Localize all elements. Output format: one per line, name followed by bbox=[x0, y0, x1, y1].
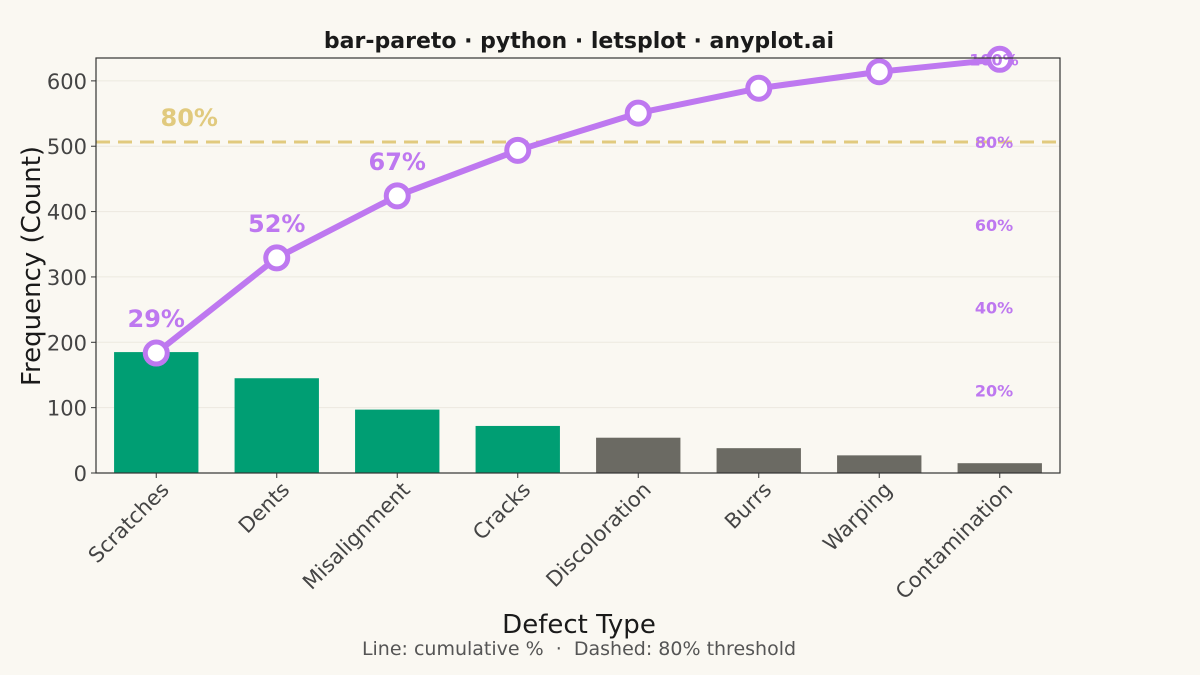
chart-caption: Line: cumulative % · Dashed: 80% thresho… bbox=[362, 638, 796, 660]
cumulative-labels-group: 29% 52% 67% bbox=[128, 148, 426, 333]
secondary-axis-label: 80% bbox=[975, 133, 1013, 152]
bars-group bbox=[114, 352, 1042, 473]
secondary-axis-label: 40% bbox=[975, 299, 1013, 318]
chart-title: bar-pareto · python · letsplot · anyplot… bbox=[324, 29, 834, 54]
cumulative-point bbox=[263, 244, 291, 272]
secondary-axis-label: 100% bbox=[969, 50, 1018, 69]
secondary-axis-label: 60% bbox=[975, 216, 1013, 235]
y-axis-label: Frequency (Count) bbox=[17, 146, 47, 386]
cumulative-point bbox=[745, 74, 773, 102]
cumulative-point bbox=[624, 99, 652, 127]
threshold-label: 80% bbox=[161, 104, 218, 132]
y-tick-label: 100 bbox=[47, 397, 87, 421]
cumulative-line bbox=[153, 56, 1003, 357]
y-tick-label: 300 bbox=[47, 266, 87, 290]
cumulative-line-group bbox=[142, 45, 1014, 367]
bar-burrs bbox=[716, 448, 801, 473]
y-axis-ticks: 0 100 200 300 400 500 600 bbox=[47, 70, 96, 486]
y-tick-label: 400 bbox=[47, 201, 87, 225]
cumulative-point bbox=[504, 136, 532, 164]
y-tick-label: 200 bbox=[47, 331, 87, 355]
threshold-group: 80% bbox=[96, 104, 1060, 144]
cumulative-label: 52% bbox=[248, 210, 305, 238]
cumulative-label: 29% bbox=[128, 305, 185, 333]
x-axis-label: Defect Type bbox=[502, 610, 656, 640]
secondary-axis-label: 20% bbox=[975, 381, 1013, 400]
y-tick-label: 500 bbox=[47, 135, 87, 159]
bar-warping bbox=[837, 455, 922, 473]
bar-contamination bbox=[957, 463, 1042, 473]
plot-frame bbox=[95, 57, 1061, 474]
secondary-axis-labels-group: 20% 40% 60% 80% 100% bbox=[969, 50, 1018, 400]
y-tick-label: 0 bbox=[74, 462, 87, 486]
cumulative-point bbox=[986, 45, 1014, 73]
y-tick-label: 600 bbox=[47, 70, 87, 94]
cumulative-point bbox=[142, 339, 170, 367]
bar-dents bbox=[234, 378, 319, 473]
bar-cracks bbox=[475, 425, 560, 473]
cumulative-label: 67% bbox=[369, 148, 426, 176]
cumulative-point bbox=[865, 58, 893, 86]
bar-discoloration bbox=[596, 437, 681, 473]
bar-misalignment bbox=[355, 409, 440, 473]
bar-scratches bbox=[114, 352, 199, 473]
cumulative-point bbox=[383, 182, 411, 210]
